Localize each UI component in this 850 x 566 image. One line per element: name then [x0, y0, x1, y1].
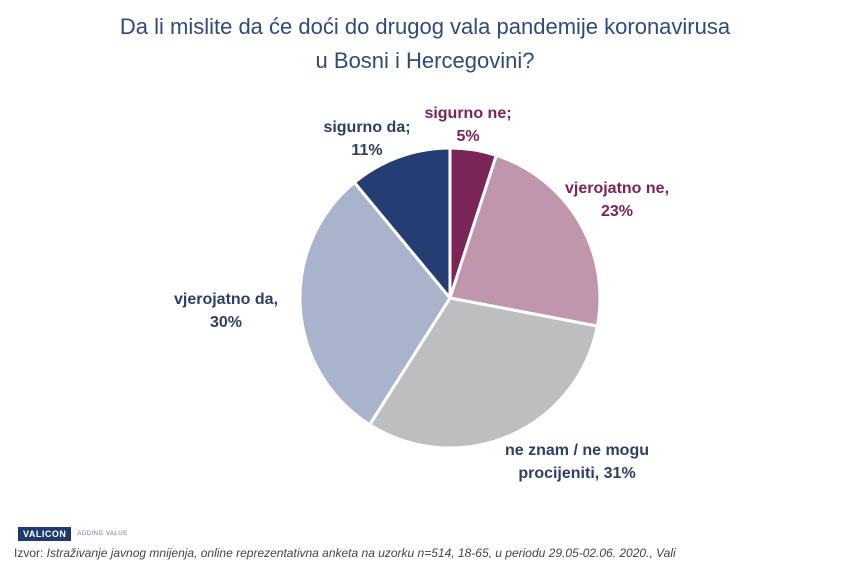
slice-label-line-2: 23% [601, 203, 633, 220]
slice-label-sigurno-ne: sigurno ne; 5% [424, 105, 511, 145]
slice-label-line-2: 30% [210, 314, 242, 331]
pie-slice-vjerojatno-da [298, 180, 452, 427]
logo-wordmark: VALICON [18, 527, 72, 541]
source-prefix: Izvor: [14, 546, 47, 560]
chart-title-line-2: u Bosni i Hercegovini? [315, 48, 535, 73]
slice-label-vjerojatno-da: vjerojatno da, 30% [174, 291, 278, 331]
slice-label-sigurno-da: sigurno da; 11% [323, 119, 410, 159]
slice-label-line-2: 5% [456, 128, 479, 145]
slice-label-line-2: procijeniti, 31% [518, 465, 635, 482]
pie-slice-sigurno-da [352, 146, 452, 300]
source-text: Istraživanje javnog mnijenja, online rep… [46, 546, 676, 560]
slice-label-line-1: sigurno da; [323, 119, 410, 136]
slice-label-line-1: ne znam / ne mogu [505, 442, 649, 459]
source-note: Izvor: Istraživanje javnog mnijenja, onl… [14, 546, 850, 560]
slice-label-line-1: sigurno ne; [424, 105, 511, 122]
valicon-logo: VALICON ADDING VALUE [18, 527, 128, 541]
logo-tagline: ADDING VALUE [77, 531, 128, 537]
slice-label-ne-znam: ne znam / ne mogu procijeniti, 31% [505, 442, 649, 482]
chart-title: Da li mislite da će doći do drugog vala … [0, 10, 850, 78]
chart-title-line-1: Da li mislite da će doći do drugog vala … [119, 14, 731, 39]
slice-label-line-1: vjerojatno da, [174, 291, 278, 308]
slice-label-line-1: vjerojatno ne, [565, 180, 669, 197]
slice-label-line-2: 11% [351, 142, 382, 159]
pie-slice-vjerojatno-ne [448, 153, 602, 328]
slice-label-vjerojatno-ne: vjerojatno ne, 23% [565, 180, 669, 220]
